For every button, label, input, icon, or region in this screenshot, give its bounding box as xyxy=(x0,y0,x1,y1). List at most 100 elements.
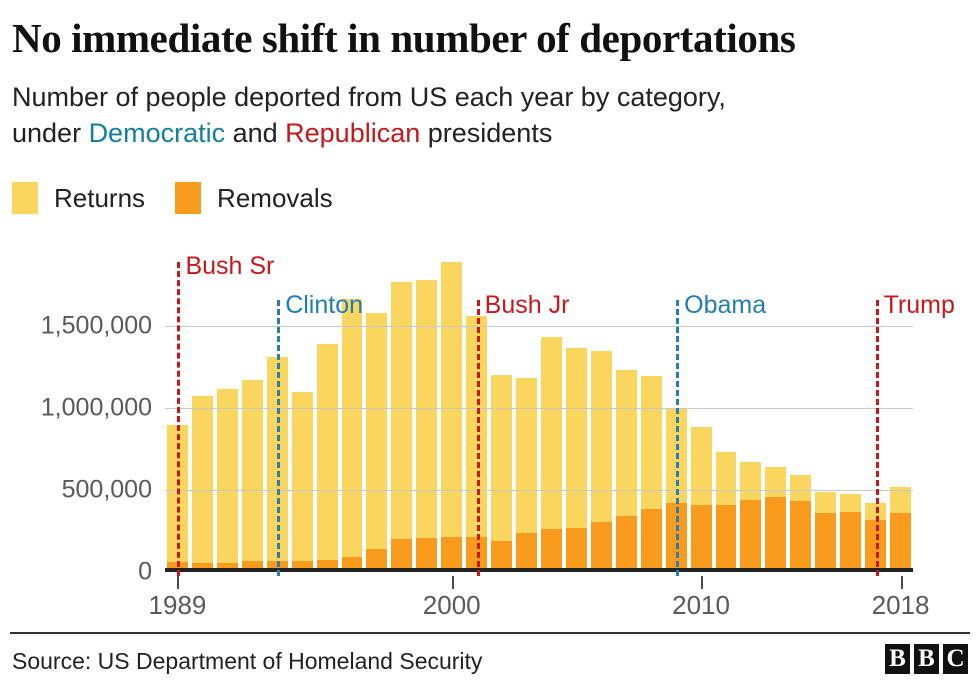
y-axis-labels: 0 500,000 1,000,000 1,500,000 xyxy=(0,240,152,586)
x-axis-label: 2018 xyxy=(871,590,930,620)
bar-segment-removals xyxy=(291,560,313,568)
page-title: No immediate shift in number of deportat… xyxy=(12,15,796,61)
bar-segment-removals xyxy=(765,496,787,568)
bar-segment-returns xyxy=(540,337,562,529)
bbc-logo-letter: B xyxy=(885,644,910,674)
bar-segment-returns xyxy=(316,344,338,560)
bar-2018 xyxy=(890,486,911,568)
bar-segment-removals xyxy=(366,549,388,568)
bar-segment-removals xyxy=(840,511,862,568)
bar-segment-returns xyxy=(366,313,388,550)
bar-segment-returns xyxy=(690,427,712,506)
bar-2015 xyxy=(815,492,837,568)
president-divider-obama xyxy=(676,300,680,576)
x-axis-label: 1989 xyxy=(148,590,207,620)
bar-2002 xyxy=(491,375,513,568)
president-label-clinton: Clinton xyxy=(285,291,364,319)
bar-segment-removals xyxy=(740,499,762,568)
bar-segment-removals xyxy=(690,505,712,568)
bar-segment-removals xyxy=(715,504,737,568)
bar-segment-removals xyxy=(316,559,338,568)
bar-segment-returns xyxy=(840,494,862,512)
x-axis-label: 2010 xyxy=(672,590,730,620)
legend-swatch-returns xyxy=(12,182,38,214)
bar-1998 xyxy=(391,282,413,568)
x-axis-tick xyxy=(701,576,704,589)
bar-segment-returns xyxy=(565,347,587,528)
bar-2014 xyxy=(790,474,812,568)
subtitle-line-2-mid: and xyxy=(225,117,286,148)
bar-segment-removals xyxy=(590,521,612,568)
bar-segment-removals xyxy=(615,515,637,568)
bbc-logo-letter: B xyxy=(914,644,939,674)
bar-2003 xyxy=(516,378,537,568)
bar-1999 xyxy=(416,279,438,568)
bar-2004 xyxy=(540,337,562,568)
bar-segment-returns xyxy=(516,378,537,534)
gridline xyxy=(165,326,913,327)
bar-segment-returns xyxy=(241,379,263,561)
bar-segment-removals xyxy=(516,533,537,568)
bar-segment-returns xyxy=(615,369,637,516)
x-axis-label: 2000 xyxy=(422,590,481,620)
legend-label: Removals xyxy=(217,182,333,213)
bar-segment-removals xyxy=(815,513,837,568)
bar-segment-removals xyxy=(540,528,562,568)
x-axis-ticks: 1989 2000 2010 2018 xyxy=(149,576,929,620)
chart-subtitle: Number of people deported from US each y… xyxy=(12,80,962,152)
bar-segment-removals xyxy=(890,512,911,568)
x-axis-tick xyxy=(451,576,454,589)
y-axis-label: 1,500,000 xyxy=(40,311,152,340)
bar-segment-removals xyxy=(640,508,662,568)
bar-1994 xyxy=(291,391,313,568)
gridline xyxy=(165,408,913,409)
president-divider-trump xyxy=(875,300,879,576)
bar-segment-returns xyxy=(391,282,413,540)
bar-2016 xyxy=(840,494,862,568)
bar-1997 xyxy=(366,313,388,568)
bar-2012 xyxy=(740,462,762,568)
president-divider-bush-sr xyxy=(177,262,181,576)
bar-segment-removals xyxy=(790,501,812,568)
bar-1990 xyxy=(191,395,213,568)
gridline xyxy=(165,490,913,491)
bar-segment-returns xyxy=(815,492,837,514)
subtitle-democratic: Democratic xyxy=(88,117,226,148)
bar-2005 xyxy=(565,347,587,568)
x-axis-baseline xyxy=(165,568,913,572)
bar-1996 xyxy=(341,298,363,568)
bar-1991 xyxy=(216,388,238,568)
bar-1992 xyxy=(241,379,263,568)
president-label-trump: Trump xyxy=(883,291,955,319)
president-label-obama: Obama xyxy=(684,291,767,319)
bar-segment-returns xyxy=(765,467,787,497)
bar-2006 xyxy=(590,350,612,568)
bar-2010 xyxy=(690,427,712,568)
subtitle-line-2-pre: under xyxy=(12,117,89,148)
chart-legend: Returns Removals xyxy=(12,182,363,214)
bar-2000 xyxy=(441,262,463,568)
bar-2013 xyxy=(765,467,787,568)
bar-segment-returns xyxy=(740,462,762,500)
president-divider-clinton xyxy=(277,300,281,576)
bar-segment-removals xyxy=(341,556,363,568)
bar-segment-removals xyxy=(416,538,438,568)
legend-item: Returns xyxy=(12,182,145,214)
footer-divider xyxy=(10,632,970,634)
bar-segment-returns xyxy=(291,391,313,561)
plot-region xyxy=(165,240,913,572)
bbc-logo-letter: C xyxy=(943,644,968,674)
bar-segment-returns xyxy=(715,451,737,505)
subtitle-republican: Republican xyxy=(285,117,421,148)
source-note: Source: US Department of Homeland Securi… xyxy=(12,648,483,674)
legend-item: Removals xyxy=(175,182,333,214)
bar-segment-returns xyxy=(216,388,238,563)
y-axis-label: 0 xyxy=(138,557,152,586)
bar-segment-returns xyxy=(191,395,213,564)
bar-segment-returns xyxy=(341,298,363,557)
bar-segment-returns xyxy=(441,262,463,538)
subtitle-line-1: Number of people deported from US each y… xyxy=(12,82,726,112)
bar-segment-removals xyxy=(565,527,587,568)
